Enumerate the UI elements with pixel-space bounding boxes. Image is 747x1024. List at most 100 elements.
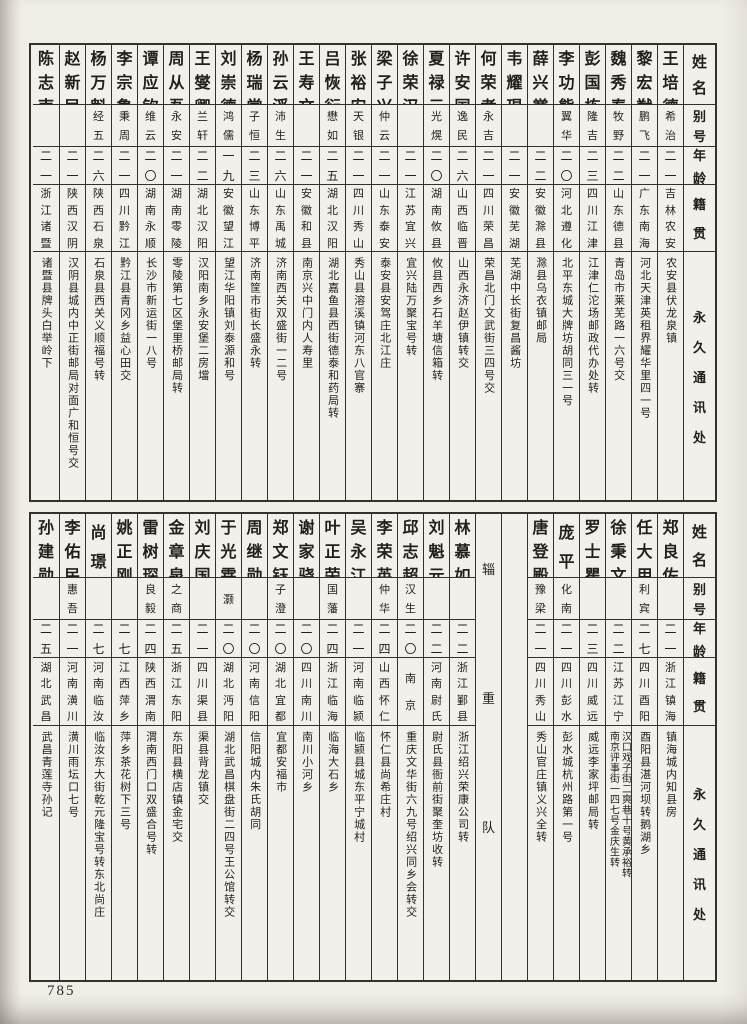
alias: 惠吾: [60, 578, 85, 620]
address: 南京兴中门内人寿里: [300, 257, 313, 370]
native-place: 四川威远: [580, 658, 605, 726]
address: 南川小河乡: [300, 731, 313, 794]
person-column: 王培德希治二一吉林农安农安县伏龙泉镇: [657, 45, 683, 500]
native-place: 四川南川: [294, 658, 319, 726]
age: 二一: [164, 147, 189, 185]
alias: 隆吉: [580, 105, 605, 147]
alias: 子澄: [268, 578, 293, 620]
native-place: 河南尉氏: [424, 658, 449, 726]
person-column: 林慕如二二浙江鄞县浙江绍兴荣康公司转: [449, 514, 475, 980]
page-number: 785: [47, 983, 76, 999]
native-place: 河北遵化: [554, 185, 579, 252]
address: 渠县背龙镇交: [196, 731, 209, 806]
person-column: 何荣孝永吉二一四川荣昌荣昌北门文武街三四号交: [475, 45, 501, 500]
age: 二一: [658, 620, 683, 658]
person-name: 梁子兴: [372, 45, 397, 105]
person-column: 张裕安天银二一四川秀山秀山县溶溪镇河东八官寨: [345, 45, 371, 500]
alias: [580, 578, 605, 620]
address: 威远李家坪邮局转: [586, 731, 599, 831]
alias: 鸿儒: [216, 105, 241, 147]
header-name: 姓名: [684, 514, 715, 578]
age: 二四: [320, 620, 345, 658]
native-place: 广东南海: [632, 185, 657, 252]
person-column: 周继勋二〇河南信阳信阳城内朱氏胡同: [241, 514, 267, 980]
address: 石泉县西关义顺福号转: [92, 257, 105, 382]
person-column: 孙建勋二五湖北武昌武昌青莲寺孙记: [33, 514, 59, 980]
age: 二〇: [398, 620, 423, 658]
address: 秀山官庄镇义兴全转: [534, 731, 547, 844]
person-name: 周从吾: [164, 45, 189, 105]
person-name: 赵新民: [60, 45, 85, 105]
address: 诸暨县牌头白举岭下: [40, 257, 53, 370]
age: 二一: [554, 620, 579, 658]
address: 东阳县横店镇金宅交: [170, 731, 183, 844]
address: 山西永济赵伊镇转交: [456, 257, 469, 370]
address: 滁县乌衣镇邮局: [534, 257, 547, 345]
person-column: 黎宏猷鹏飞二一广东南海河北天津英租界耀华里四一号: [631, 45, 657, 500]
age: 二一: [33, 147, 59, 185]
address: 湖北武昌棋盘街二四号王公馆转交: [222, 731, 235, 919]
native-place: 浙江鄞县: [450, 658, 475, 726]
alias: [33, 105, 59, 147]
age: 二一: [658, 147, 683, 185]
person-column: 刘崇德鸿儒一九安徽望江望江华阳镇刘泰源和号: [215, 45, 241, 500]
person-column: 吕恢衍懋如二五湖北汉阳湖北嘉鱼县西街德泰和药局转: [319, 45, 345, 500]
spacer-column: [501, 514, 527, 980]
section-divider: 辎重队: [475, 514, 501, 980]
person-column: 叶正荣国藩二四浙江临海临海大石乡: [319, 514, 345, 980]
alias: 经五: [86, 105, 111, 147]
native-place: 江苏江宁: [606, 658, 631, 726]
native-place: 山西临晋: [450, 185, 475, 252]
alias: 良毅: [138, 578, 163, 620]
age: 二一: [372, 147, 397, 185]
alias: 国藩: [320, 578, 345, 620]
age: 二六: [86, 147, 111, 185]
person-column: 任大用利宾二七四川酉阳酉阳县湛河坝转鹅湖乡: [631, 514, 657, 980]
address: 湖北嘉鱼县西街德泰和药局转: [326, 257, 339, 420]
header-column: 姓名别号年龄籍贯永久通讯处: [683, 514, 715, 980]
person-name: 魏秀春: [606, 45, 631, 105]
age: 二一: [346, 620, 371, 658]
native-place: 四川秀山: [346, 185, 371, 252]
alias: [424, 578, 449, 620]
person-name: 刘庆国: [190, 514, 215, 578]
person-name: 刘魁元: [424, 514, 449, 578]
age: 二二: [606, 620, 631, 658]
age: 二四: [138, 620, 163, 658]
age: 二一: [60, 620, 85, 658]
native-place: 四川渠县: [190, 658, 215, 726]
alias: 子恒: [242, 105, 267, 147]
person-name: 罗士瞿: [580, 514, 605, 578]
age: 二五: [164, 620, 189, 658]
address: 攸县西乡石羊塘信箱转: [430, 257, 443, 382]
alias: 利宾: [632, 578, 657, 620]
person-column: 罗士瞿二三四川威远威远李家坪邮局转: [579, 514, 605, 980]
age: 二三: [580, 620, 605, 658]
person-name: 叶正荣: [320, 514, 345, 578]
native-place: 吉林农安: [658, 185, 683, 252]
person-column: 徐荣汉二一江苏宜兴宜兴陆万聚宝号转: [397, 45, 423, 500]
address: 临海大石乡: [326, 731, 339, 794]
person-column: 王燮卿兰轩二二湖北汉阳汉阳南乡永安堡二房壋: [189, 45, 215, 500]
person-name: 杨万魁: [86, 45, 111, 105]
age: 二一: [528, 620, 553, 658]
native-place: 南京: [398, 658, 423, 726]
header-address: 永久通讯处: [692, 786, 706, 922]
alias: 之商: [164, 578, 189, 620]
person-column: 谭应钦维云二〇湖南永顺长沙市新运街一八号: [137, 45, 163, 500]
address: 芜湖中长街复昌酱坊: [508, 257, 521, 370]
alias: [502, 105, 527, 147]
address: 浙江绍兴荣康公司转: [456, 731, 469, 844]
person-name: 孙云浮: [268, 45, 293, 105]
alias: [450, 578, 475, 620]
age: 二五: [320, 147, 345, 185]
age: 二〇: [242, 620, 267, 658]
native-place: 湖北汉阳: [190, 185, 215, 252]
address: 汉口戏子街二爽巷十号黄承裕转 南京评事街一四七号金庆生转: [607, 731, 631, 878]
native-place: 四川秀山: [528, 658, 553, 726]
alias: 汉生: [398, 578, 423, 620]
alias: [528, 105, 553, 147]
alias: 天银: [346, 105, 371, 147]
native-place: 安徽芜湖: [502, 185, 527, 252]
age: 二二: [424, 620, 449, 658]
